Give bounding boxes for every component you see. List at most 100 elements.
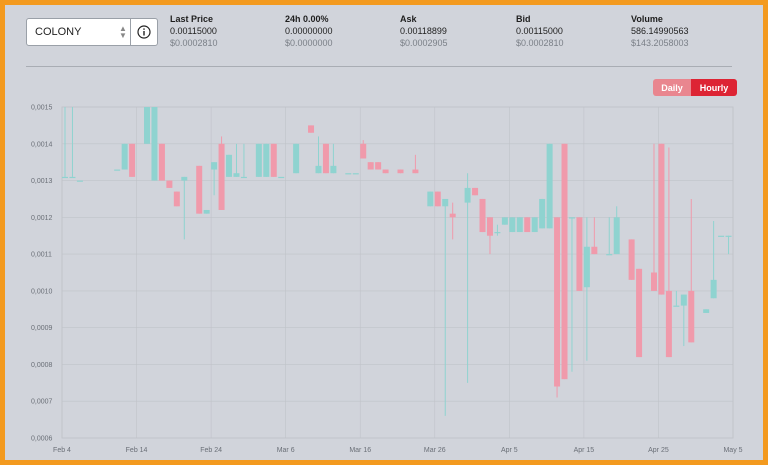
candle-body xyxy=(121,143,128,170)
candle xyxy=(360,140,367,159)
candle-body xyxy=(554,217,561,387)
y-tick-label: 0,0015 xyxy=(31,105,53,112)
y-tick-label: 0,0014 xyxy=(31,141,53,148)
y-tick-label: 0,0008 xyxy=(31,362,53,369)
y-tick-label: 0,0012 xyxy=(31,215,53,222)
info-button[interactable] xyxy=(130,19,157,45)
candle-body xyxy=(308,125,315,133)
candle xyxy=(539,198,546,229)
candle-body xyxy=(486,217,493,236)
candle xyxy=(561,143,568,380)
candle xyxy=(680,294,687,347)
candle-body xyxy=(315,165,322,174)
candle xyxy=(69,107,76,179)
candle xyxy=(233,143,240,177)
candle-body xyxy=(524,217,531,233)
candle xyxy=(382,169,389,174)
stat-usd: $143.2058003 xyxy=(631,38,689,48)
candle xyxy=(531,217,538,233)
candle-body xyxy=(449,213,456,218)
candle xyxy=(591,217,598,255)
candle xyxy=(211,162,218,196)
y-tick-label: 0,0006 xyxy=(31,436,53,443)
stat-volume: Volume 586.14990563 $143.2058003 xyxy=(631,13,689,49)
candle xyxy=(158,143,165,181)
candle-body xyxy=(270,143,277,177)
candle-body xyxy=(69,176,76,179)
candle xyxy=(270,143,277,177)
candle-body xyxy=(181,176,188,181)
header-divider xyxy=(26,66,732,67)
candle-body xyxy=(472,187,479,196)
candle xyxy=(479,198,486,233)
candle-body xyxy=(151,107,158,181)
x-tick-label: Apr 25 xyxy=(648,447,669,454)
candle xyxy=(583,217,590,361)
x-tick-label: Apr 15 xyxy=(574,447,595,454)
candle-body xyxy=(628,239,635,280)
candle xyxy=(367,162,374,170)
candle-body xyxy=(330,165,337,174)
candle xyxy=(554,217,561,398)
candle-body xyxy=(427,191,434,207)
candle-body xyxy=(479,198,486,233)
candle-body xyxy=(129,143,136,177)
candle-body xyxy=(263,143,270,177)
stat-label: 24h 0.00% xyxy=(285,14,329,24)
stat-usd: $0.0002810 xyxy=(516,38,564,48)
y-tick-label: 0,0011 xyxy=(31,252,52,259)
candle-body xyxy=(613,217,620,255)
candle-body xyxy=(255,143,262,177)
candle xyxy=(486,217,493,255)
stat-usd: $0.0000000 xyxy=(285,38,333,48)
chevron-updown-icon[interactable]: ▲ ▼ xyxy=(119,24,127,40)
candle xyxy=(166,180,173,188)
coin-selector-value[interactable]: COLONY xyxy=(35,26,82,38)
candle-body xyxy=(665,290,672,358)
stat-bid: Bid 0.00115000 $0.0002810 xyxy=(516,13,564,49)
coin-selector[interactable]: COLONY ▲ ▼ xyxy=(26,18,158,46)
candle xyxy=(114,169,121,171)
candle xyxy=(665,147,672,358)
candle-body xyxy=(322,143,329,174)
candle xyxy=(650,143,657,291)
y-tick-label: 0,0007 xyxy=(31,399,53,406)
candle-body xyxy=(673,305,680,307)
candle-body xyxy=(360,143,367,159)
candle xyxy=(129,143,136,177)
candle xyxy=(449,202,456,240)
candle xyxy=(509,217,516,233)
candle-body xyxy=(352,173,359,175)
stat-label: Ask xyxy=(400,14,417,24)
x-tick-label: Feb 24 xyxy=(200,447,222,454)
candle xyxy=(255,143,262,177)
candle xyxy=(658,143,665,295)
candle xyxy=(412,154,419,174)
x-tick-label: Feb 4 xyxy=(53,447,71,454)
candle xyxy=(203,209,210,214)
info-icon xyxy=(137,25,151,39)
candle xyxy=(464,173,471,383)
candle xyxy=(472,187,479,196)
candle-body xyxy=(606,254,613,256)
x-tick-label: Mar 26 xyxy=(424,447,446,454)
candle-body xyxy=(725,235,732,237)
candle xyxy=(315,136,322,174)
candle xyxy=(501,217,508,225)
candle-body xyxy=(591,246,598,255)
x-tick-label: Mar 6 xyxy=(277,447,295,454)
candle-body xyxy=(509,217,516,233)
y-axis: 0,0015 0,0014 0,0013 0,0012 0,0011 0,0010 0,00… xyxy=(31,105,53,443)
candle xyxy=(516,217,523,233)
stat-usd: $0.0002905 xyxy=(400,38,448,48)
y-tick-label: 0,0009 xyxy=(31,325,53,332)
stat-value: 0.00115000 xyxy=(516,26,563,36)
daily-button[interactable]: Daily xyxy=(653,79,691,96)
candle xyxy=(218,136,225,210)
candle-body xyxy=(382,169,389,174)
candle xyxy=(196,165,203,214)
hourly-button[interactable]: Hourly xyxy=(691,79,737,96)
candle-body xyxy=(62,176,68,179)
candle-body xyxy=(196,165,203,214)
candle-body xyxy=(375,162,382,170)
